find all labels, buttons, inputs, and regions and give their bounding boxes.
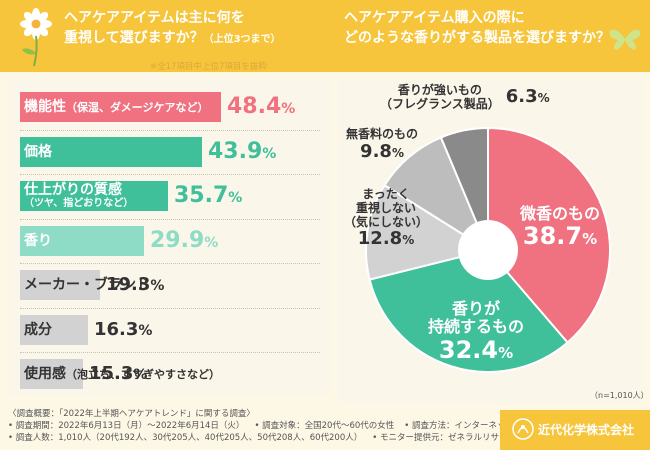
butterfly-icon <box>609 29 641 50</box>
pie-label-none-text1: まったく <box>362 187 410 201</box>
bar-label-5: 成分 <box>24 321 52 338</box>
right-question-line2: どのような香りがする製品を選びますか？ <box>344 30 610 46</box>
footer-method: • 調査方法：インターネット調査 <box>404 421 532 431</box>
header-banner: ヘアケアアイテムは主に何を 重視して選びますか？（上位3つまで） ヘアケアアイテ… <box>0 0 650 72</box>
company-name: 近代化学株式会社 <box>538 422 635 437</box>
pie-label-none-pct: % <box>402 233 415 248</box>
pie-label-lasting-text2: 持続するもの <box>428 317 525 337</box>
pie-slice-3 <box>383 136 491 253</box>
bar-label-0: 機能性（保湿、ダメージケアなど） <box>24 98 209 115</box>
bar-value-4: 19.3% <box>106 274 165 295</box>
bar-value-3: 29.9% <box>150 227 219 253</box>
bar-separator-2 <box>20 218 320 220</box>
bar-value-1: 43.9% <box>208 138 277 164</box>
logo-area <box>500 410 650 450</box>
footer-target: • 調査対象：全国20代〜60代の女性 <box>254 421 395 431</box>
bar-separator-4 <box>20 307 320 309</box>
pie-slice-2 <box>365 183 491 281</box>
footer-count: • 調査人数：1,010人（20代192人、30代205人、40代205人、50… <box>8 433 363 443</box>
survey-note: ※全17項目中上位7項目を抜粋 <box>150 62 267 72</box>
bar-4 <box>20 270 100 300</box>
bar-5 <box>20 314 88 345</box>
right-question-line1: ヘアケアアイテム購入の際に <box>344 10 525 26</box>
bar-value-5: 16.3% <box>94 318 153 340</box>
left-question-line1: ヘアケアアイテムは主に何を <box>64 10 245 26</box>
left-question-line2: 重視して選びますか？ <box>64 30 204 46</box>
pie-label-none-value: 12.8 <box>357 228 403 250</box>
pie-label-strong-pct: % <box>537 91 550 106</box>
bar-label-4: メーカー・ブランド <box>24 277 150 293</box>
bar-separator-3 <box>20 263 320 264</box>
bar-separator-1 <box>20 174 320 175</box>
bar-1 <box>20 136 202 167</box>
pie-label-faint-pct: % <box>582 230 598 249</box>
pie-label-faint-value: 38.7 <box>522 222 583 251</box>
pie-center-hole <box>458 220 518 280</box>
footer-provider: • モニター提供元：ゼネラルリサーチ <box>372 433 516 443</box>
bar-6 <box>20 359 83 389</box>
pie-slice-4 <box>439 126 489 251</box>
footer-period: • 調査期間：2022年6月13日（月）〜2022年6月14日（火） <box>8 421 245 431</box>
bar-3 <box>20 225 144 256</box>
pie-label-unscented-text: 無香料のもの <box>346 127 419 141</box>
bar-value-6: 15.3% <box>89 363 148 384</box>
company-logo-icon <box>512 418 534 440</box>
pie-slice-0 <box>487 126 611 344</box>
bar-label-6: 使用感（泡立ち、すすぎやすさなど） <box>24 365 220 382</box>
pie-label-none: まったく 重視しない （気にしない） 12.8% <box>344 187 429 250</box>
pie-slice-1 <box>368 248 569 373</box>
pie-label-faint-text: 微香のもの <box>520 204 601 223</box>
bar-2 <box>20 181 168 211</box>
pie-label-strong-value: 6.3 <box>505 86 538 108</box>
bar-label-3: 香り <box>24 232 52 249</box>
survey-footer: 〈調査概要：「2022年上半期ヘアケアトレンド」に関する調査〉 • 調査期間：2… <box>8 408 541 444</box>
pie-label-lasting-pct: % <box>498 343 514 362</box>
pie-label-strong: 香りが強いもの （フレグランス製品） 6.3% <box>380 83 550 112</box>
bar-label-2: 仕上がりの質感 （ツヤ、指どおりなど） <box>24 182 134 209</box>
sample-size-text: （n=1,010人） <box>590 391 649 400</box>
pie-label-strong-text2: （フレグランス製品） <box>380 96 500 111</box>
sample-size: （n=1,010人） <box>590 390 649 401</box>
pie-label-unscented-value: 9.8 <box>360 140 392 162</box>
footer-line1: 〈調査概要：「2022年上半期ヘアケアトレンド」に関する調査〉 <box>8 409 255 419</box>
flower-icon <box>20 8 52 67</box>
pie-label-unscented: 無香料のもの 9.8% <box>346 127 419 162</box>
pie-label-unscented-pct: % <box>391 145 404 160</box>
pie-label-lasting-value: 32.4 <box>438 335 499 364</box>
pie-label-none-text3: （気にしない） <box>344 214 429 229</box>
pie-label-lasting: 香りが 持続するもの 32.4% <box>428 299 525 364</box>
bar-separator-5 <box>20 352 320 353</box>
pie-label-faint: 微香のもの 38.7% <box>520 204 601 251</box>
bar-value-0: 48.4% <box>227 94 296 119</box>
pie-label-none-text2: 重視しない <box>356 200 417 215</box>
company-logo: 近代化学株式会社 <box>512 418 634 440</box>
left-question-suffix: （上位3つまで） <box>203 34 281 45</box>
bar-label-1: 価格 <box>24 143 52 160</box>
bar-0 <box>20 92 221 122</box>
bar-separator-0 <box>20 129 320 131</box>
bar-value-2: 35.7% <box>174 183 243 208</box>
pie-label-strong-text1: 香りが強いもの <box>397 83 482 97</box>
pie-label-lasting-text1: 香りが <box>452 299 501 318</box>
